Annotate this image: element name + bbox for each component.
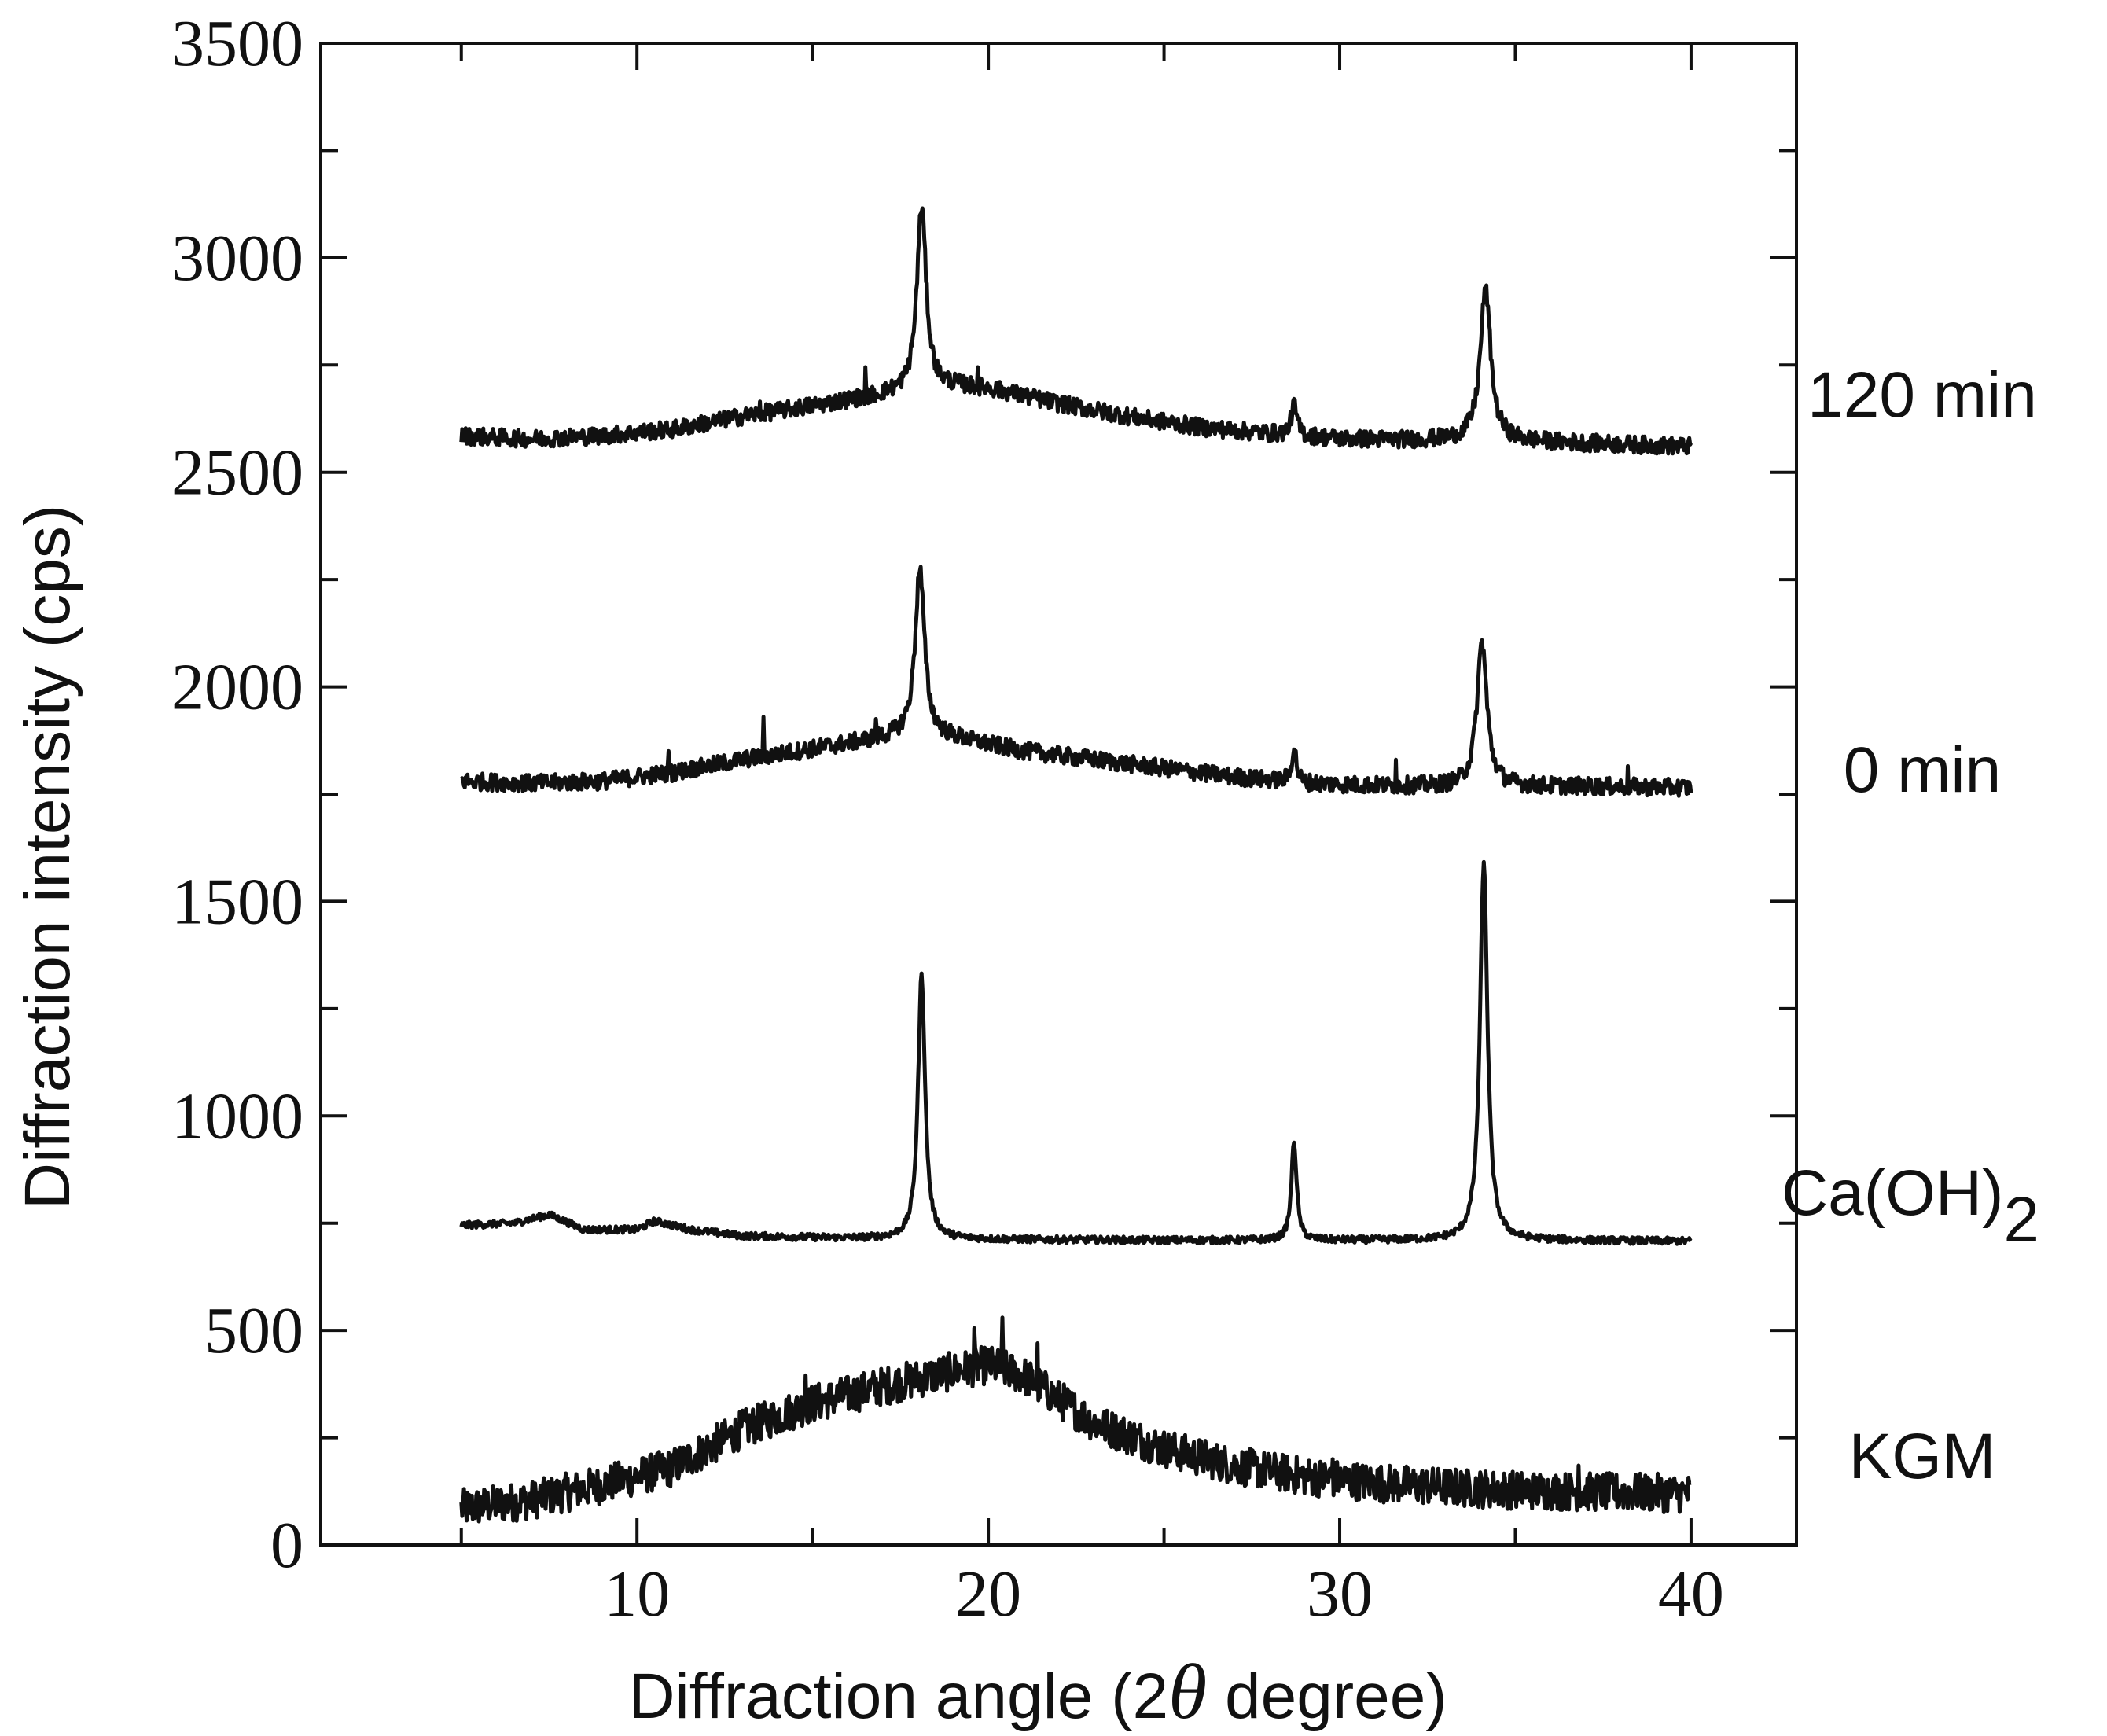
y-tick-label: 1000 bbox=[171, 1079, 303, 1153]
x-tick-label: 30 bbox=[1307, 1558, 1373, 1631]
series-line-ca-oh-2 bbox=[459, 859, 1693, 1246]
series-line-120-min bbox=[459, 206, 1693, 456]
y-tick-label: 500 bbox=[204, 1294, 303, 1367]
x-tick-label: 10 bbox=[604, 1558, 670, 1631]
y-tick-label: 3500 bbox=[171, 7, 303, 80]
y-tick-label: 0 bbox=[270, 1509, 303, 1582]
x-axis-label: Diffraction angle (2θ degree) bbox=[628, 1648, 1447, 1735]
y-tick-label: 2000 bbox=[171, 651, 303, 724]
series-line-kgm bbox=[459, 1315, 1693, 1524]
series-label: Ca(OH)2 bbox=[1782, 1157, 2039, 1256]
y-axis-label: Diffraction intensity (cps) bbox=[12, 505, 83, 1209]
series-layer bbox=[459, 206, 1693, 1524]
x-tick-label: 20 bbox=[955, 1558, 1021, 1631]
series-label: KGM bbox=[1849, 1421, 1996, 1492]
series-line-0-min bbox=[460, 565, 1693, 798]
axes-layer: 10 20 30 40 0 500 1000 1500 2000 2500 3000 3500 KGM C… bbox=[171, 7, 2039, 1631]
series-label: 0 min bbox=[1844, 734, 2002, 806]
y-tick-label: 3000 bbox=[171, 222, 303, 295]
y-tick-label: 1500 bbox=[171, 865, 303, 938]
x-tick-label: 40 bbox=[1658, 1558, 1724, 1631]
y-tick-label: 2500 bbox=[171, 436, 303, 509]
series-label: 120 min bbox=[1807, 359, 2037, 431]
